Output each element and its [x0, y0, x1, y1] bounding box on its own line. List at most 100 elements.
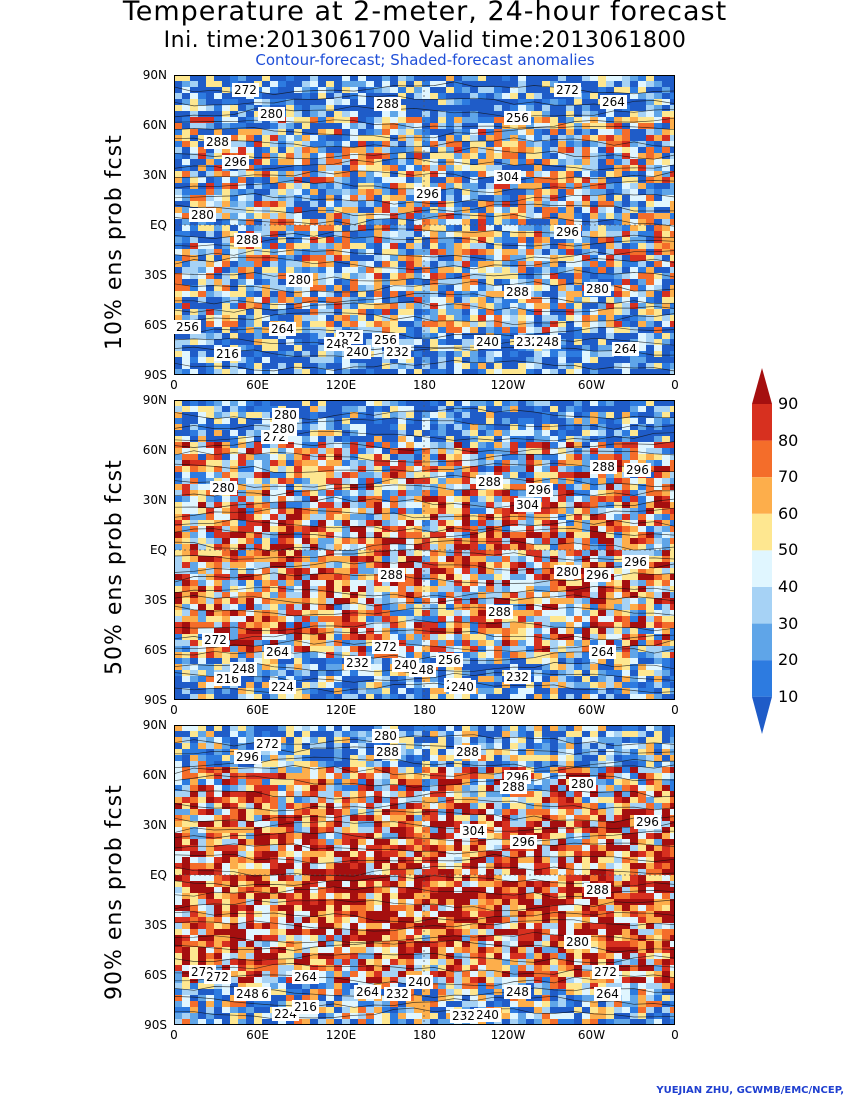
contour-label: 256 — [174, 320, 201, 334]
time-subtitle: Ini. time:2013061700 Valid time:20130618… — [163, 28, 687, 53]
lon-tick-label: 180 — [413, 378, 436, 392]
colorbar-tick-label: 40 — [778, 577, 799, 596]
map-panel-90pct: 2722802882963042962882802722642562482402… — [174, 725, 675, 1025]
colorbar-tick-label: 50 — [778, 540, 799, 560]
colorbar-tick-label: 80 — [778, 430, 799, 450]
lat-tick-label: 30S — [144, 593, 167, 607]
lon-tick-label: 0 — [671, 378, 679, 392]
lon-tick-label: 60W — [577, 703, 606, 717]
contour-label: 248 — [534, 335, 561, 349]
contour-label: 240 — [392, 658, 419, 672]
contour-label: 296 — [222, 155, 249, 169]
lon-tick-label: 60W — [577, 378, 606, 392]
contour-label: 264 — [292, 970, 319, 984]
colorbar-swatch — [752, 404, 772, 441]
colorbar-bottom-arrow — [752, 696, 772, 734]
lat-tick-label: 60S — [144, 643, 167, 657]
lon-tick-label: 60E — [246, 378, 269, 392]
lon-tick-label: 180 — [413, 1028, 436, 1042]
contour-label: 288 — [374, 97, 401, 111]
lon-tick-label: 120W — [490, 378, 526, 392]
lon-tick-label: 0 — [170, 1028, 178, 1042]
contour-label: 304 — [514, 498, 541, 512]
contour-label: 280 — [270, 422, 297, 436]
contour-label: 240 — [406, 975, 433, 989]
contour-label: 288 — [486, 605, 513, 619]
contour-label: 240 — [449, 680, 476, 694]
lat-tick-label: 90S — [144, 693, 167, 707]
contour-label: 288 — [504, 285, 531, 299]
contour-label: 264 — [594, 987, 621, 1001]
colorbar-top-arrow — [752, 368, 772, 404]
lat-tick-label: 60N — [142, 768, 167, 782]
lat-tick-label: 60N — [142, 118, 167, 132]
lon-tick-label: 0 — [671, 1028, 679, 1042]
colorbar-tick-label: 10 — [778, 686, 799, 706]
lon-tick-label: 120W — [490, 703, 526, 717]
contour-label: 256 — [504, 111, 531, 125]
contour-label: 280 — [554, 565, 581, 579]
lat-tick-label: EQ — [149, 868, 167, 882]
lat-tick-label: 60N — [142, 443, 167, 457]
colorbar-tick-label: 20 — [778, 650, 799, 670]
contour-label: 272 — [254, 737, 281, 751]
lat-tick-label: 60S — [144, 968, 167, 982]
colorbar-swatch — [752, 550, 772, 587]
contour-label: 216 — [292, 1000, 319, 1014]
colorbar-swatch — [752, 513, 772, 551]
contour-label: 264 — [589, 645, 616, 659]
contour-label: 280 — [286, 273, 313, 287]
colorbar-tick-label: 90 — [778, 394, 799, 413]
contour-label: 296 — [584, 568, 611, 582]
contour-label: 232 — [344, 656, 371, 670]
lat-tick-label: 30N — [142, 818, 167, 832]
contour-label: 280 — [258, 107, 285, 121]
contour-label: 272 — [554, 83, 581, 97]
contour-label: 296 — [510, 835, 537, 849]
contour-label: 288 — [500, 780, 527, 794]
colorbar-tick-label: 70 — [778, 467, 799, 487]
colorbar-swatch — [752, 660, 772, 697]
legend-note: Contour-forecast; Shaded-forecast anomal… — [255, 51, 595, 69]
lat-tick-label: 30S — [144, 268, 167, 282]
colorbar — [752, 368, 772, 734]
lon-tick-label: 0 — [671, 703, 679, 717]
contour-label: 232 — [384, 987, 411, 1001]
contour-label: 296 — [234, 750, 261, 764]
colorbar-swatch — [752, 623, 772, 661]
lat-tick-label: 90N — [142, 718, 167, 732]
contour-label: 248 — [234, 987, 261, 1001]
contour-label: 296 — [414, 187, 441, 201]
contour-label: 280 — [189, 208, 216, 222]
colorbar-swatch — [752, 477, 772, 514]
lat-tick-label: EQ — [149, 543, 167, 557]
contour-label: 264 — [612, 342, 639, 356]
contour-label: 288 — [584, 883, 611, 897]
contour-label: 296 — [554, 225, 581, 239]
lat-tick-label: 60S — [144, 318, 167, 332]
contour-label: 288 — [374, 745, 401, 759]
lat-tick-label: 90N — [142, 68, 167, 82]
colorbar-tick-label: 60 — [778, 503, 799, 523]
colorbar-swatch — [752, 440, 772, 478]
lat-tick-label: 30S — [144, 918, 167, 932]
credit-text: YUEJIAN ZHU, GCWMB/EMC/NCEP, — [656, 1085, 844, 1096]
contour-label: 280 — [584, 282, 611, 296]
contour-label: 264 — [354, 985, 381, 999]
contour-label: 272 — [202, 633, 229, 647]
lat-tick-label: 90S — [144, 368, 167, 382]
lat-tick-label: 90S — [144, 1018, 167, 1032]
contour-label: 288 — [378, 568, 405, 582]
lon-tick-label: 120W — [490, 1028, 526, 1042]
map-panel-10pct: 272 280 288 296 304 280 264 272 256 248 240 232 216 2… — [174, 75, 675, 375]
lon-tick-label: 120E — [325, 378, 357, 392]
contour-label: 264 — [600, 95, 627, 109]
contour-label: 296 — [624, 463, 651, 477]
contour-label: 272 — [372, 640, 399, 654]
lon-tick-label: 0 — [170, 703, 178, 717]
chart-title: Temperature at 2-meter, 24-hour forecast — [122, 0, 728, 27]
contour-label: 296 — [526, 483, 553, 497]
contour-label: 272 — [592, 965, 619, 979]
contour-label: 280 — [564, 935, 591, 949]
lon-tick-label: 60E — [246, 703, 269, 717]
